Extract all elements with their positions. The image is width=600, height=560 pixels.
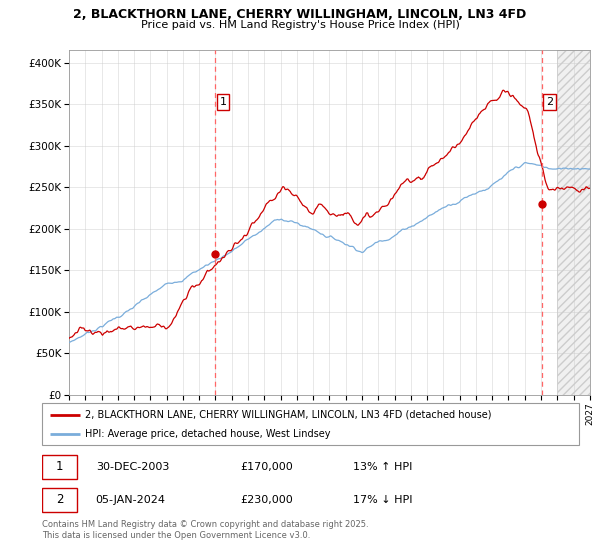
Text: 2, BLACKTHORN LANE, CHERRY WILLINGHAM, LINCOLN, LN3 4FD (detached house): 2, BLACKTHORN LANE, CHERRY WILLINGHAM, L… xyxy=(85,410,491,420)
Text: 1: 1 xyxy=(56,460,63,473)
FancyBboxPatch shape xyxy=(42,488,77,512)
Text: 1: 1 xyxy=(220,97,227,107)
FancyBboxPatch shape xyxy=(42,403,579,445)
Text: 17% ↓ HPI: 17% ↓ HPI xyxy=(353,494,413,505)
Text: 2: 2 xyxy=(545,97,553,107)
Text: 13% ↑ HPI: 13% ↑ HPI xyxy=(353,462,413,472)
Text: Contains HM Land Registry data © Crown copyright and database right 2025.
This d: Contains HM Land Registry data © Crown c… xyxy=(42,520,368,540)
Text: 2: 2 xyxy=(56,493,63,506)
FancyBboxPatch shape xyxy=(42,455,77,479)
Text: 05-JAN-2024: 05-JAN-2024 xyxy=(96,494,166,505)
Bar xyxy=(557,50,590,395)
Text: £170,000: £170,000 xyxy=(241,462,293,472)
Text: Price paid vs. HM Land Registry's House Price Index (HPI): Price paid vs. HM Land Registry's House … xyxy=(140,20,460,30)
Bar xyxy=(557,50,590,395)
Text: 30-DEC-2003: 30-DEC-2003 xyxy=(96,462,169,472)
Text: 2, BLACKTHORN LANE, CHERRY WILLINGHAM, LINCOLN, LN3 4FD: 2, BLACKTHORN LANE, CHERRY WILLINGHAM, L… xyxy=(73,8,527,21)
Text: £230,000: £230,000 xyxy=(241,494,293,505)
Text: HPI: Average price, detached house, West Lindsey: HPI: Average price, detached house, West… xyxy=(85,430,331,439)
